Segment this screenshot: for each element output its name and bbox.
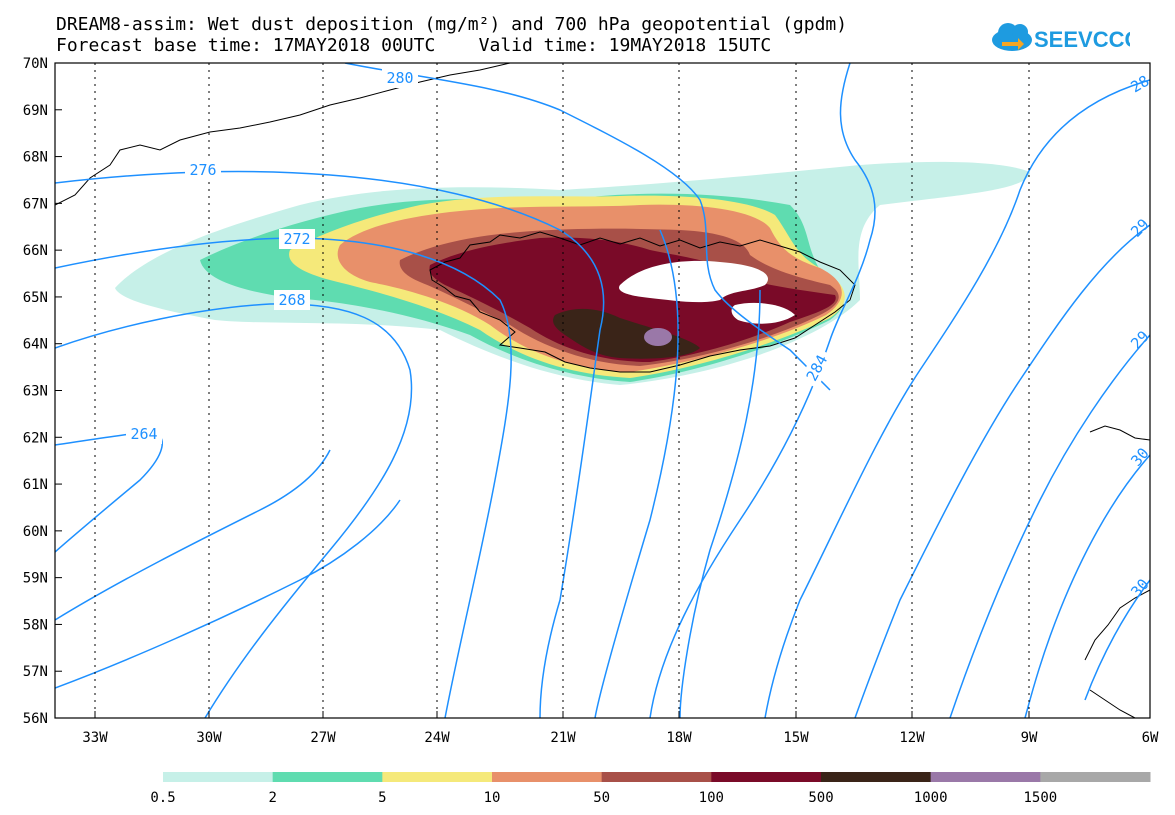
contour-300: [1024, 454, 1150, 718]
logo-text: SEEVCCC: [1034, 27, 1130, 52]
lat-label: 69N: [23, 103, 48, 119]
scotland-coastline: [1084, 589, 1150, 718]
lat-label: 62N: [23, 430, 48, 446]
lat-label: 68N: [23, 150, 48, 166]
lon-label: 9W: [1021, 730, 1038, 746]
lon-label: 21W: [550, 730, 576, 746]
deposition-500-area: [553, 308, 700, 359]
lat-label: 67N: [23, 196, 48, 212]
lat-label: 56N: [23, 711, 48, 727]
contour-label: 30: [1127, 444, 1152, 469]
low-deposition-gap-2: [731, 302, 795, 324]
colorbar-label: 1000: [914, 790, 948, 806]
colorbar-label: 100: [699, 790, 724, 806]
contour-label: 28: [1128, 72, 1153, 97]
lon-label: 18W: [666, 730, 692, 746]
greenland-coastline: [55, 63, 511, 206]
geopotential-contours: [55, 63, 1150, 718]
lat-label: 59N: [23, 571, 48, 587]
latitude-labels: 70N 69N 68N 67N 66N 65N 64N 63N 62N 61N 60N 59N 58N 5…: [23, 56, 62, 727]
colorbar-swatch: [601, 772, 712, 782]
deposition-1000-area: [644, 328, 672, 346]
lon-label: 33W: [82, 730, 108, 746]
chart-title: DREAM8-assim: Wet dust deposition (mg/m²…: [56, 14, 848, 35]
deposition-100-area: [429, 237, 836, 362]
colorbar-swatch: [711, 772, 822, 782]
colorbar-label: 0.5: [150, 790, 175, 806]
coastlines: [55, 63, 1150, 718]
longitude-labels: 33W 30W 27W 24W 21W 18W 15W 12W 9W 6W: [82, 711, 1159, 746]
faroe-coastline: [1089, 425, 1150, 441]
contour-label: 30: [1127, 575, 1152, 600]
lat-label: 57N: [23, 664, 48, 680]
lat-label: 63N: [23, 384, 48, 400]
colorbar-label: 10: [484, 790, 501, 806]
lon-label: 12W: [899, 730, 925, 746]
contour-far-left: [55, 449, 401, 689]
lat-label: 64N: [23, 337, 48, 353]
contour-284: [649, 63, 876, 718]
colorbar-label: 2: [268, 790, 276, 806]
colorbar-label: 50: [593, 790, 610, 806]
lon-label: 27W: [310, 730, 336, 746]
contour-label: 268: [278, 291, 305, 309]
seevccc-logo: SEEVCCC: [992, 23, 1130, 52]
contour-mid-1: [594, 229, 679, 718]
lat-label: 70N: [23, 56, 48, 72]
colorbar-swatch: [492, 772, 603, 782]
dust-deposition-fill: [115, 161, 1030, 385]
contour-272: [55, 237, 512, 718]
lon-label: 24W: [424, 730, 450, 746]
colorbar-label: 5: [378, 790, 386, 806]
contour-label: 276: [189, 161, 216, 179]
cloud-arrow-icon: [992, 23, 1032, 51]
contour-276: [55, 170, 605, 718]
colorbar-swatch: [272, 772, 383, 782]
contour-292: [854, 224, 1150, 718]
contour-288: [764, 79, 1150, 718]
chart-subtitle: Forecast base time: 17MAY2018 00UTC Vali…: [56, 35, 772, 56]
contour-304: [1084, 579, 1150, 701]
lat-label: 61N: [23, 477, 48, 493]
contour-label: 272: [283, 230, 310, 248]
colorbar-swatch: [930, 772, 1041, 782]
contour-label: 280: [386, 69, 413, 87]
lat-label: 58N: [23, 617, 48, 633]
colorbar-swatch: [382, 772, 493, 782]
colorbar-label: 500: [808, 790, 833, 806]
contour-264: [55, 431, 163, 553]
colorbar-swatch: [163, 772, 274, 782]
colorbar-label: 1500: [1023, 790, 1057, 806]
contour-280: [344, 63, 831, 391]
lat-label: 65N: [23, 290, 48, 306]
low-deposition-gap: [619, 260, 768, 303]
colorbar-swatch: [1040, 772, 1151, 782]
lat-lon-grid: [94, 63, 1030, 718]
lon-label: 30W: [196, 730, 222, 746]
contour-268: [55, 303, 413, 718]
contour-mid-2: [679, 289, 761, 718]
contour-296: [949, 334, 1150, 718]
colorbar: 0.5 2 5 10 50 100 500 1000 1500: [150, 772, 1151, 806]
iceland-coastline: [429, 231, 856, 373]
lon-label: 6W: [1142, 730, 1159, 746]
colorbar-swatch: [821, 772, 932, 782]
contour-label: 264: [130, 425, 157, 443]
contour-label: 29: [1127, 327, 1153, 353]
lat-label: 66N: [23, 243, 48, 259]
contour-label: 29: [1127, 215, 1153, 241]
lon-label: 15W: [783, 730, 809, 746]
lat-label: 60N: [23, 524, 48, 540]
